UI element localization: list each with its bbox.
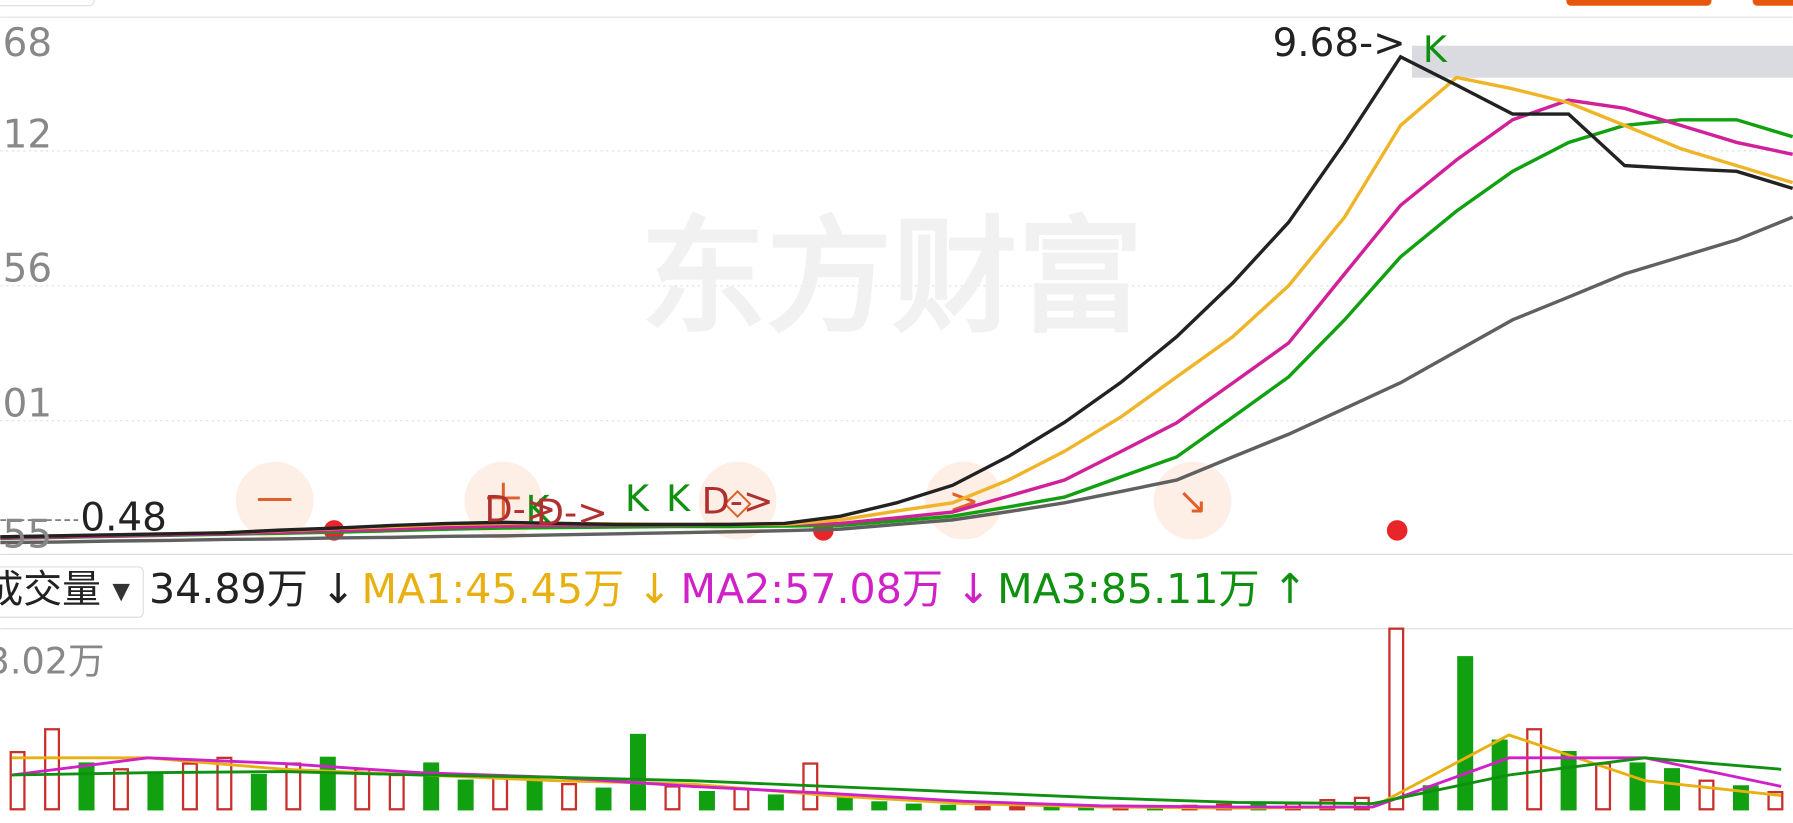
signal-text: D-> [702, 479, 774, 522]
volume-bar [1560, 750, 1577, 811]
volume-bar [526, 779, 543, 811]
indicator-select[interactable] [0, 566, 144, 618]
volume-bar [388, 773, 405, 811]
volume-bar [1388, 627, 1405, 811]
volume-current: 34.89万 ↓ [149, 565, 355, 613]
signal-icon: ◇ [724, 479, 753, 522]
volume-bar [1698, 779, 1715, 811]
legend-entry: MA3:85.11万 ↑ [997, 565, 1307, 613]
signal-text: D-> [484, 487, 556, 530]
volume-bar [354, 768, 371, 811]
volume-axis-label: 3.02万 [0, 639, 105, 682]
volume-bar [112, 768, 129, 811]
watermark: 东方财富 [640, 203, 1143, 350]
volume-bar [664, 785, 681, 811]
signal-text: K [666, 477, 691, 520]
price-axis-label: 01 [3, 381, 52, 426]
volume-ma-line [11, 756, 1782, 809]
low-label: 0.48 [80, 496, 167, 541]
volume-bar [836, 796, 853, 811]
signal-text: K [526, 487, 551, 530]
volume-bar [250, 773, 267, 811]
signal-text: D-> [536, 491, 608, 534]
price-axis-label: 12 [3, 113, 52, 158]
legend-entry: MA1:45.45万 ↓ [362, 565, 672, 613]
legend-entry: MA2:57.08万 ↓ [680, 565, 990, 613]
volume-bar [492, 776, 509, 811]
price-axis-label: 55 [3, 513, 52, 558]
signal-dot [1386, 520, 1408, 541]
volume-bar [1595, 762, 1612, 811]
volume-bar [698, 790, 715, 811]
volume-bar [767, 794, 784, 811]
price-axis-label: 68 [3, 21, 52, 66]
volume-bar [147, 773, 164, 811]
volume-bar [940, 804, 957, 811]
volume-ma-line [11, 756, 1782, 805]
volume-bar [629, 733, 646, 811]
dropdown-arrow[interactable]: ▼ [112, 579, 130, 605]
price-axis-label: 56 [3, 246, 52, 291]
indicator-name[interactable]: 成交量 [0, 568, 101, 613]
signal-icon-bg [235, 461, 314, 540]
volume-bar [1629, 762, 1646, 811]
volume-bar [595, 787, 612, 811]
volume-bar [1319, 798, 1336, 811]
orange-button[interactable] [1566, 0, 1712, 6]
top-tab[interactable] [0, 0, 95, 7]
signal-text: K [1423, 28, 1448, 71]
signal-icon-bg [698, 461, 777, 540]
volume-bar [181, 762, 198, 811]
volume-bar [905, 803, 922, 811]
volume-bar [974, 805, 991, 811]
volume-bar [1664, 768, 1681, 811]
volume-bar [1009, 805, 1026, 811]
signal-icon: 十 [485, 479, 522, 522]
signal-icon: ↘ [1177, 479, 1208, 522]
orange-button[interactable] [1752, 0, 1793, 6]
volume-bar [1526, 728, 1543, 811]
volume-bar [561, 782, 578, 811]
signal-text: K [625, 477, 650, 520]
volume-ma-line [11, 733, 1782, 810]
volume-bar [9, 750, 26, 811]
price-line [0, 215, 1793, 545]
volume-bar [457, 779, 474, 811]
volume-bar [733, 787, 750, 811]
price-line [0, 54, 1793, 539]
signal-icon-bg [464, 461, 543, 540]
volume-bar [1043, 805, 1060, 811]
high-label: 9.68-> [1273, 21, 1406, 66]
signal-icon: 一 [256, 479, 293, 522]
volume-bar [871, 801, 888, 811]
price-band [1412, 45, 1793, 78]
volume-bar [78, 762, 95, 811]
volume-bar [423, 762, 440, 811]
